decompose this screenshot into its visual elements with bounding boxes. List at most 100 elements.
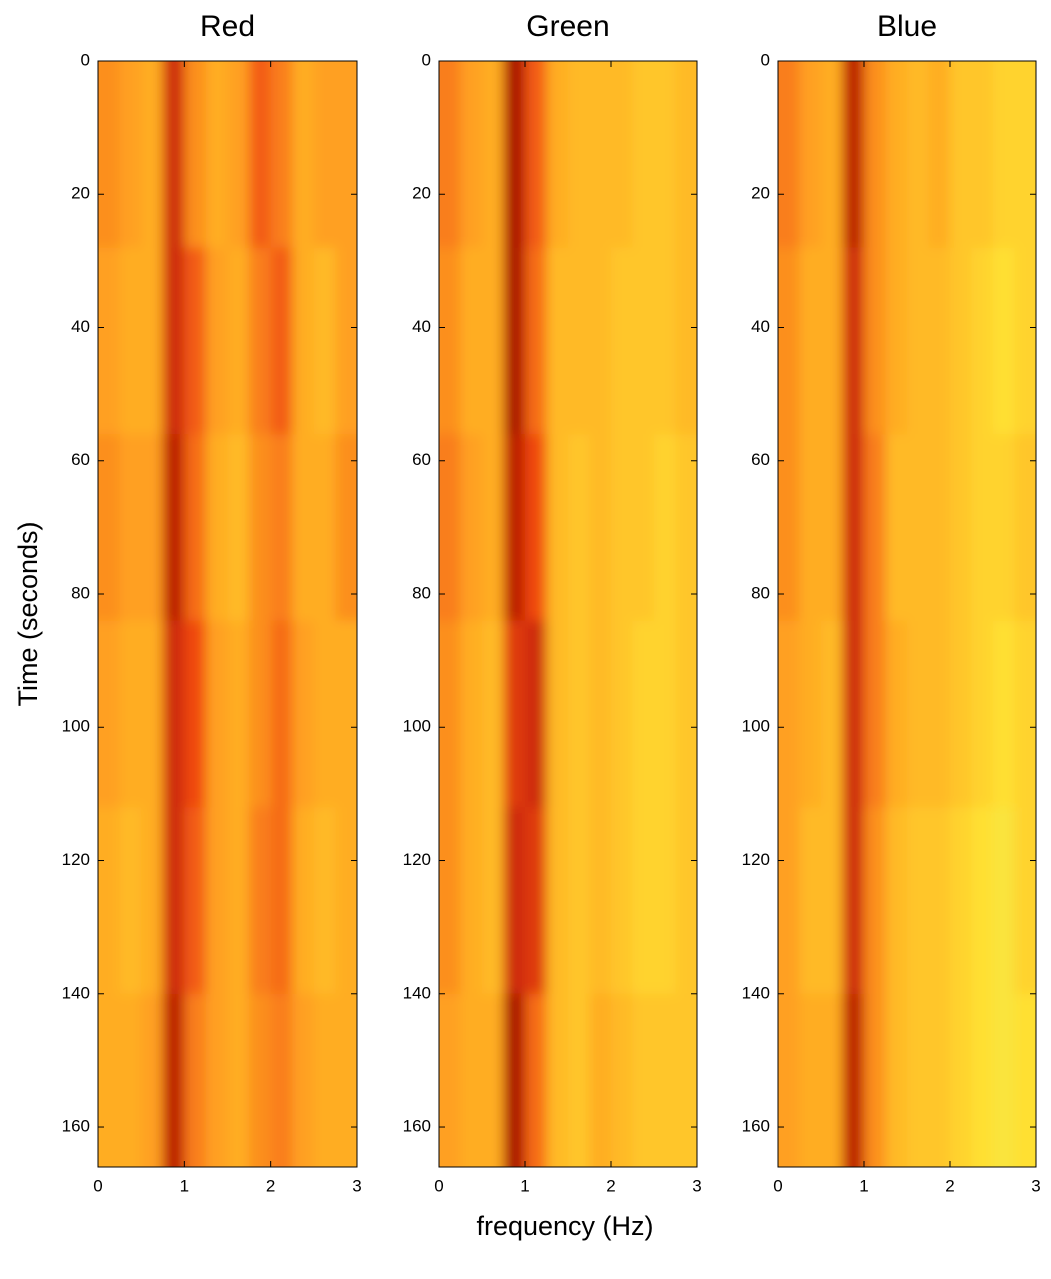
heatmap bbox=[439, 61, 697, 1167]
heat-cell bbox=[993, 247, 1015, 435]
heat-cell bbox=[270, 247, 293, 435]
heat-cell bbox=[675, 807, 697, 995]
heat-cell bbox=[675, 434, 697, 622]
heat-cell bbox=[162, 434, 185, 622]
heat-cell bbox=[335, 61, 357, 249]
heat-cell bbox=[842, 61, 865, 249]
heat-cell bbox=[335, 807, 357, 995]
heat-cell bbox=[778, 807, 800, 995]
heat-cell bbox=[141, 807, 164, 995]
heat-cell bbox=[162, 247, 185, 435]
heat-cell bbox=[313, 807, 336, 995]
heat-cell bbox=[270, 434, 293, 622]
plot-frame bbox=[777, 60, 1037, 1168]
heat-cell bbox=[864, 247, 886, 435]
y-tick-label: 20 bbox=[412, 184, 431, 203]
heat-cell bbox=[439, 61, 461, 249]
heat-cell bbox=[611, 993, 633, 1167]
heat-cell bbox=[184, 247, 207, 435]
y-tick-label: 160 bbox=[742, 1117, 770, 1136]
y-tick-label: 80 bbox=[412, 583, 431, 602]
heat-cell bbox=[439, 993, 461, 1167]
heat-cell bbox=[525, 247, 547, 435]
heat-cell bbox=[799, 61, 822, 249]
heat-cell bbox=[184, 807, 207, 995]
heat-cell bbox=[821, 993, 843, 1167]
heat-cell bbox=[292, 620, 315, 808]
heat-cell bbox=[482, 247, 504, 435]
y-tick-label: 20 bbox=[71, 184, 90, 203]
heat-cell bbox=[589, 807, 612, 995]
heat-cell bbox=[950, 434, 972, 622]
heat-cell bbox=[654, 993, 676, 1167]
y-tick-label: 40 bbox=[71, 317, 90, 336]
heat-cell bbox=[482, 993, 504, 1167]
x-tick-label: 3 bbox=[1031, 1176, 1040, 1195]
heat-cell bbox=[971, 807, 994, 995]
heat-cell bbox=[1014, 620, 1036, 808]
x-tick-label: 0 bbox=[434, 1176, 443, 1195]
x-tick-label: 2 bbox=[945, 1176, 954, 1195]
heat-cell bbox=[907, 434, 929, 622]
heat-cell bbox=[885, 993, 908, 1167]
heatmap bbox=[778, 61, 1036, 1167]
plot-frame bbox=[438, 60, 698, 1168]
heat-cell bbox=[675, 620, 697, 808]
y-tick-label: 60 bbox=[751, 450, 770, 469]
heat-cell bbox=[885, 61, 908, 249]
heat-cell bbox=[460, 993, 483, 1167]
heat-cell bbox=[525, 61, 547, 249]
heat-cell bbox=[971, 620, 994, 808]
heat-cell bbox=[292, 993, 315, 1167]
heat-cell bbox=[589, 620, 612, 808]
heat-cell bbox=[184, 993, 207, 1167]
y-tick-label: 100 bbox=[62, 717, 90, 736]
heat-cell bbox=[141, 247, 164, 435]
heat-cell bbox=[439, 807, 461, 995]
heat-cell bbox=[821, 61, 843, 249]
heat-cell bbox=[503, 807, 526, 995]
heat-cell bbox=[611, 247, 633, 435]
heat-cell bbox=[950, 620, 972, 808]
heat-cell bbox=[503, 247, 526, 435]
heat-cell bbox=[119, 993, 142, 1167]
heat-cell bbox=[821, 620, 843, 808]
heat-cell bbox=[778, 993, 800, 1167]
heat-cell bbox=[885, 434, 908, 622]
heat-cell bbox=[632, 620, 655, 808]
heat-cell bbox=[546, 620, 569, 808]
heat-cell bbox=[885, 620, 908, 808]
y-tick-label: 120 bbox=[403, 850, 431, 869]
heat-cell bbox=[950, 993, 972, 1167]
heat-cell bbox=[589, 993, 612, 1167]
heat-cell bbox=[162, 993, 185, 1167]
heat-cell bbox=[654, 247, 676, 435]
heatmap-cells bbox=[439, 61, 697, 1167]
heat-cell bbox=[98, 993, 121, 1167]
heat-cell bbox=[184, 61, 207, 249]
heat-cell bbox=[885, 807, 908, 995]
heat-cell bbox=[632, 61, 655, 249]
y-tick-label: 0 bbox=[81, 50, 90, 69]
heat-cell bbox=[971, 434, 994, 622]
heat-cell bbox=[482, 61, 504, 249]
heat-cell bbox=[292, 61, 315, 249]
heat-cell bbox=[654, 620, 676, 808]
heat-cell bbox=[864, 434, 886, 622]
heatmap-cells bbox=[778, 61, 1036, 1167]
heat-cell bbox=[227, 993, 250, 1167]
heat-cell bbox=[611, 434, 633, 622]
y-tick-label: 140 bbox=[403, 983, 431, 1002]
y-tick-label: 40 bbox=[751, 317, 770, 336]
panel-title: Green bbox=[526, 10, 609, 43]
heat-cell bbox=[141, 620, 164, 808]
heat-cell bbox=[568, 434, 590, 622]
heat-cell bbox=[907, 993, 929, 1167]
heat-cell bbox=[503, 993, 526, 1167]
heat-cell bbox=[799, 807, 822, 995]
x-tick-label: 1 bbox=[859, 1176, 868, 1195]
heat-cell bbox=[675, 61, 697, 249]
heat-cell bbox=[162, 807, 185, 995]
x-tick-label: 3 bbox=[352, 1176, 361, 1195]
